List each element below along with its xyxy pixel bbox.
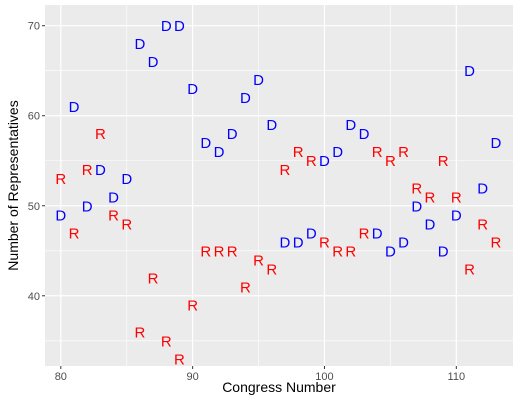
- point-d: D: [187, 81, 198, 98]
- point-d: D: [477, 180, 488, 197]
- x-axis-ticks: 80 90 100 110: [55, 366, 465, 383]
- x-axis-title: Congress Number: [222, 379, 336, 395]
- point-d: D: [306, 225, 317, 242]
- point-r: R: [490, 234, 501, 251]
- point-r: R: [438, 153, 449, 170]
- y-tick-label: 40: [28, 291, 40, 303]
- point-r: R: [359, 225, 370, 242]
- point-d: D: [82, 198, 93, 215]
- point-d: D: [161, 18, 172, 35]
- point-d: D: [121, 171, 132, 188]
- point-r: R: [95, 126, 106, 143]
- x-tick-label: 110: [448, 371, 466, 383]
- point-d: D: [200, 135, 211, 152]
- point-r: R: [121, 216, 132, 233]
- point-d: D: [464, 63, 475, 80]
- point-r: R: [411, 180, 422, 197]
- point-r: R: [398, 144, 409, 161]
- y-tick-label: 70: [28, 21, 40, 33]
- point-r: R: [306, 153, 317, 170]
- y-tick-label: 50: [28, 201, 40, 213]
- point-d: D: [438, 243, 449, 260]
- point-r: R: [293, 144, 304, 161]
- point-d: D: [398, 234, 409, 251]
- point-d: D: [345, 117, 356, 134]
- point-d: D: [69, 99, 80, 116]
- point-d: D: [55, 207, 66, 224]
- point-r: R: [240, 279, 251, 296]
- point-d: D: [490, 135, 501, 152]
- point-r: R: [227, 243, 238, 260]
- point-r: R: [464, 261, 475, 278]
- point-r: R: [332, 243, 343, 260]
- point-d: D: [451, 207, 462, 224]
- point-d: D: [108, 189, 119, 206]
- point-r: R: [319, 234, 330, 251]
- y-axis-ticks: 40 50 60 70: [28, 21, 45, 303]
- point-d: D: [214, 144, 225, 161]
- y-tick-label: 60: [28, 111, 40, 123]
- point-d: D: [227, 126, 238, 143]
- point-d: D: [359, 126, 370, 143]
- point-d: D: [372, 225, 383, 242]
- major-gridlines: [45, 5, 513, 366]
- minor-gridlines: [45, 5, 513, 366]
- point-d: D: [319, 153, 330, 170]
- x-tick-label: 100: [315, 371, 333, 383]
- point-r: R: [372, 144, 383, 161]
- point-r: R: [174, 351, 185, 368]
- x-tick-label: 80: [55, 371, 67, 383]
- point-d: D: [411, 198, 422, 215]
- point-r: R: [148, 270, 159, 287]
- point-d: D: [240, 90, 251, 107]
- point-d: D: [266, 117, 277, 134]
- point-d: D: [293, 234, 304, 251]
- point-r: R: [214, 243, 225, 260]
- point-r: R: [134, 324, 145, 341]
- point-d: D: [385, 243, 396, 260]
- point-r: R: [266, 261, 277, 278]
- point-d: D: [425, 216, 436, 233]
- point-r: R: [187, 297, 198, 314]
- point-d: D: [174, 18, 185, 35]
- x-tick-label: 90: [187, 371, 199, 383]
- point-d: D: [253, 72, 264, 89]
- plot-panel: [45, 5, 513, 366]
- point-r: R: [345, 243, 356, 260]
- point-d: D: [332, 144, 343, 161]
- point-r: R: [451, 189, 462, 206]
- point-r: R: [69, 225, 80, 242]
- point-d: D: [134, 36, 145, 53]
- point-r: R: [55, 171, 66, 188]
- point-r: R: [253, 252, 264, 269]
- point-r: R: [200, 243, 211, 260]
- point-r: R: [477, 216, 488, 233]
- point-d: D: [280, 234, 291, 251]
- point-r: R: [82, 162, 93, 179]
- point-r: R: [161, 333, 172, 350]
- point-d: D: [148, 54, 159, 71]
- point-r: R: [280, 162, 291, 179]
- point-d: D: [95, 162, 106, 179]
- point-r: R: [385, 153, 396, 170]
- point-r: R: [425, 189, 436, 206]
- y-axis-title: Number of Representatives: [5, 100, 21, 270]
- point-r: R: [108, 207, 119, 224]
